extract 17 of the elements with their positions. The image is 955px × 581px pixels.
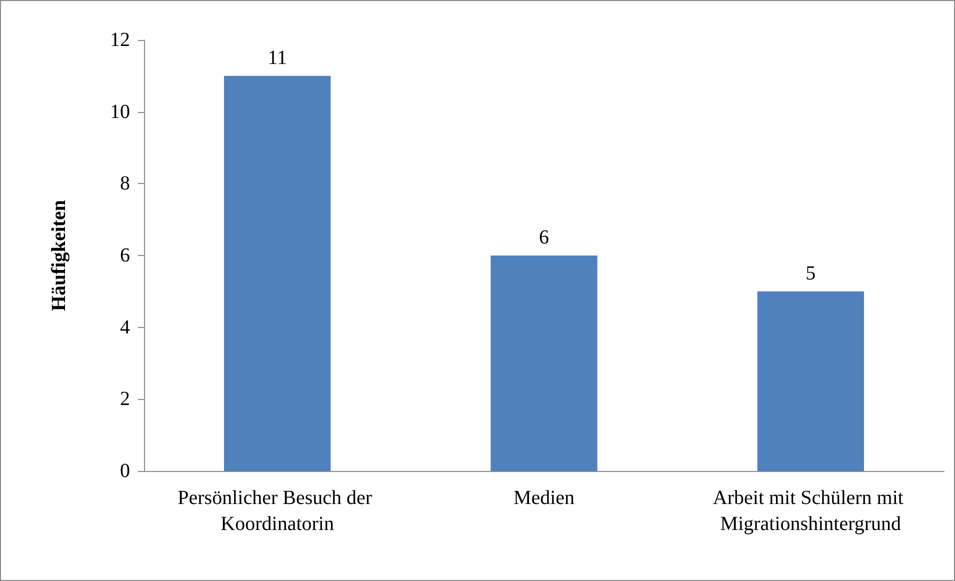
y-tick-label: 8 [120,172,130,195]
data-label: 6 [539,226,549,248]
bar [490,256,598,471]
x-tick-label: Medien [513,487,575,509]
y-tick-label: 10 [110,100,130,123]
y-tick-label: 4 [120,316,130,338]
x-tick-label: Arbeit mit Schülern mit Migrationshintergrund [712,487,908,535]
bar [757,291,864,471]
y-axis-title: Häufigkeiten [48,200,70,312]
data-label: 5 [806,262,816,284]
data-label: 11 [268,46,287,69]
x-tick-label: Persönlicher Besuch der Koordinatorin [178,487,378,535]
y-tick-label: 12 [110,29,130,51]
bar [224,76,331,471]
y-tick-label: 0 [120,460,130,482]
y-tick-label: 2 [120,388,130,410]
y-tick-label: 6 [120,244,130,266]
